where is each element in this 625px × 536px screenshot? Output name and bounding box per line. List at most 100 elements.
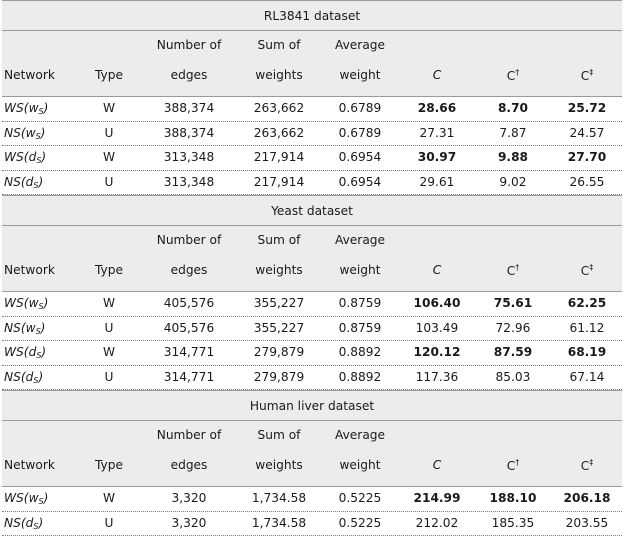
avg-weight-cell: 0.6789 bbox=[329, 126, 391, 140]
c-cell: 212.02 bbox=[402, 516, 472, 530]
type-cell: U bbox=[84, 321, 134, 335]
network-name: NS(dS) bbox=[4, 516, 68, 531]
header-c: C bbox=[402, 68, 472, 82]
network-arg: w bbox=[29, 296, 39, 310]
type-cell: U bbox=[84, 175, 134, 189]
c-dagger-cell: 9.02 bbox=[478, 175, 548, 189]
network-name: NS(dS) bbox=[4, 175, 68, 190]
dagger-mark: † bbox=[515, 458, 519, 467]
sum-weights-cell: 263,662 bbox=[244, 101, 314, 115]
network-subscript: S bbox=[39, 302, 44, 311]
type-cell: W bbox=[84, 345, 134, 359]
header-network: Network bbox=[4, 458, 68, 472]
sum-weights-cell: 1,734.58 bbox=[244, 516, 314, 530]
avg-weight-cell: 0.5225 bbox=[329, 491, 391, 505]
network-subscript: S bbox=[39, 107, 44, 116]
network-subscript: S bbox=[36, 327, 41, 336]
edges-cell: 313,348 bbox=[154, 175, 224, 189]
network-name: WS(dS) bbox=[4, 150, 68, 165]
c-dagger-cell: 188.10 bbox=[478, 491, 548, 505]
header-edges-line1: Number of bbox=[154, 428, 224, 442]
network-subscript: S bbox=[33, 522, 38, 531]
edges-cell: 405,576 bbox=[154, 321, 224, 335]
header-edges-line1: Number of bbox=[154, 233, 224, 247]
c-ddagger-cell: 203.55 bbox=[552, 516, 622, 530]
sum-weights-cell: 217,914 bbox=[244, 150, 314, 164]
c-dagger-cell: 7.87 bbox=[478, 126, 548, 140]
header-c-ddagger: C‡ bbox=[552, 68, 622, 83]
c-dagger-cell: 9.88 bbox=[478, 150, 548, 164]
header-network: Network bbox=[4, 68, 68, 82]
header-sum-line1: Sum of bbox=[244, 428, 314, 442]
c-ddagger-cell: 62.25 bbox=[552, 296, 622, 310]
header-edges-line2: edges bbox=[154, 68, 224, 82]
c-dagger-cell: 87.59 bbox=[478, 345, 548, 359]
header-c: C bbox=[402, 458, 472, 472]
header-c-ddagger-letter: C bbox=[581, 264, 590, 278]
sum-weights-cell: 263,662 bbox=[244, 126, 314, 140]
network-prefix: NS bbox=[4, 370, 21, 384]
c-ddagger-cell: 26.55 bbox=[552, 175, 622, 189]
header-c-dagger-letter: C bbox=[507, 69, 516, 83]
avg-weight-cell: 0.6954 bbox=[329, 175, 391, 189]
sum-weights-cell: 355,227 bbox=[244, 296, 314, 310]
ddagger-mark: ‡ bbox=[589, 263, 593, 272]
c-cell: 106.40 bbox=[402, 296, 472, 310]
avg-weight-cell: 0.8759 bbox=[329, 321, 391, 335]
network-arg: w bbox=[26, 126, 36, 140]
network-subscript: S bbox=[39, 497, 44, 506]
network-subscript: S bbox=[36, 351, 41, 360]
type-cell: U bbox=[84, 370, 134, 384]
avg-weight-cell: 0.8892 bbox=[329, 345, 391, 359]
type-cell: U bbox=[84, 516, 134, 530]
header-sum-line2: weights bbox=[244, 263, 314, 277]
network-prefix: WS bbox=[4, 101, 24, 115]
header-sum-line1: Sum of bbox=[244, 233, 314, 247]
type-cell: W bbox=[84, 101, 134, 115]
header-edges-line2: edges bbox=[154, 263, 224, 277]
header-type: Type bbox=[84, 458, 134, 472]
c-ddagger-cell: 61.12 bbox=[552, 321, 622, 335]
edges-cell: 388,374 bbox=[154, 126, 224, 140]
network-prefix: NS bbox=[4, 516, 21, 530]
type-cell: W bbox=[84, 150, 134, 164]
network-subscript: S bbox=[36, 132, 41, 141]
avg-weight-cell: 0.6789 bbox=[329, 101, 391, 115]
avg-weight-cell: 0.5225 bbox=[329, 516, 391, 530]
network-name: NS(wS) bbox=[4, 321, 68, 336]
network-arg: d bbox=[26, 516, 34, 530]
header-edges-line2: edges bbox=[154, 458, 224, 472]
header-c-dagger: C† bbox=[478, 263, 548, 278]
header-avg-line1: Average bbox=[329, 428, 391, 442]
c-cell: 214.99 bbox=[402, 491, 472, 505]
header-c-ddagger-letter: C bbox=[581, 69, 590, 83]
type-cell: U bbox=[84, 126, 134, 140]
type-cell: W bbox=[84, 491, 134, 505]
network-prefix: NS bbox=[4, 126, 21, 140]
section-title: RL3841 dataset bbox=[2, 0, 622, 31]
network-name: NS(dS) bbox=[4, 370, 68, 385]
c-ddagger-cell: 27.70 bbox=[552, 150, 622, 164]
c-ddagger-cell: 68.19 bbox=[552, 345, 622, 359]
network-name: NS(wS) bbox=[4, 126, 68, 141]
type-cell: W bbox=[84, 296, 134, 310]
avg-weight-cell: 0.8759 bbox=[329, 296, 391, 310]
c-cell: 30.97 bbox=[402, 150, 472, 164]
sum-weights-cell: 279,879 bbox=[244, 345, 314, 359]
header-type: Type bbox=[84, 263, 134, 277]
header-c-ddagger-letter: C bbox=[581, 459, 590, 473]
header-avg-line1: Average bbox=[329, 233, 391, 247]
network-arg: w bbox=[29, 491, 39, 505]
c-dagger-cell: 72.96 bbox=[478, 321, 548, 335]
c-ddagger-cell: 206.18 bbox=[552, 491, 622, 505]
sum-weights-cell: 279,879 bbox=[244, 370, 314, 384]
edges-cell: 3,320 bbox=[154, 491, 224, 505]
c-ddagger-cell: 67.14 bbox=[552, 370, 622, 384]
